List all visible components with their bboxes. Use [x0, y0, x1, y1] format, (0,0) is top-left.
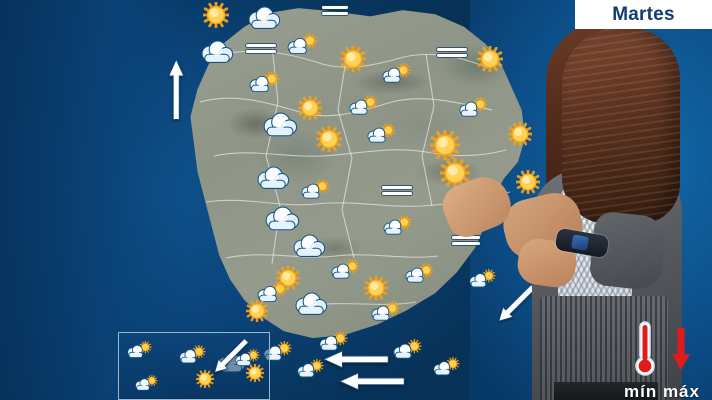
sun-icon	[245, 363, 265, 387]
legend-label: mín máx	[624, 382, 700, 400]
cloud-icon	[256, 166, 290, 195]
sun-cloud-icon	[381, 62, 411, 92]
sun-cloud-icon	[248, 70, 280, 101]
sun-cloud-icon	[458, 96, 488, 126]
sun-cloud-icon	[318, 330, 348, 360]
sun-icon	[438, 156, 472, 193]
sun-icon	[297, 95, 323, 125]
sun-cloud-icon	[178, 344, 206, 372]
cloud-icon	[200, 40, 234, 69]
sun-cloud-icon	[404, 262, 434, 292]
sun-icon	[476, 45, 504, 77]
thermometer-icon	[635, 321, 655, 376]
sun-icon	[315, 125, 343, 157]
sun-cloud-icon	[134, 374, 158, 399]
sun-cloud-icon	[262, 340, 292, 370]
cloud-icon	[262, 112, 298, 143]
sun-cloud-icon	[348, 94, 378, 124]
arrow-strait-lower	[338, 372, 406, 391]
sun-icon	[195, 369, 215, 393]
cloud-icon	[292, 234, 326, 263]
sun-cloud-icon	[432, 356, 460, 384]
sun-icon	[202, 1, 230, 33]
arrow-canary-inset	[212, 336, 251, 375]
sun-cloud-icon	[392, 338, 422, 368]
cloud-icon	[264, 206, 300, 237]
arrow-north-atlantic	[168, 58, 185, 121]
sun-cloud-icon	[234, 348, 260, 374]
day-label: Martes	[612, 3, 675, 25]
sun-icon	[515, 169, 541, 199]
presenter-hair-highlights	[562, 28, 680, 224]
day-banner: Martes	[575, 0, 712, 29]
cloud-icon	[294, 292, 328, 321]
cloud-icon	[247, 6, 281, 35]
sun-icon	[339, 45, 367, 77]
sun-cloud-icon	[370, 300, 400, 330]
sun-cloud-icon	[366, 122, 396, 152]
sun-cloud-icon	[300, 178, 330, 208]
sun-icon	[507, 121, 533, 151]
temperature-legend: mín máx	[614, 318, 710, 400]
sun-cloud-icon	[468, 268, 496, 296]
presenter-hair	[562, 28, 680, 224]
arrow-down-icon	[672, 328, 690, 370]
sun-icon	[363, 275, 389, 305]
sun-cloud-icon	[126, 340, 152, 366]
arrow-strait-upper	[322, 350, 390, 369]
sun-cloud-icon	[286, 32, 318, 63]
sun-cloud-icon	[330, 258, 360, 288]
sun-cloud-icon	[382, 214, 412, 244]
weather-presenter	[436, 0, 712, 400]
sun-icon	[428, 128, 462, 165]
sun-cloud-icon	[296, 358, 324, 386]
presenter-trousers	[554, 382, 658, 400]
sun-icon	[245, 299, 269, 327]
sun-cloud-icon	[256, 280, 288, 311]
